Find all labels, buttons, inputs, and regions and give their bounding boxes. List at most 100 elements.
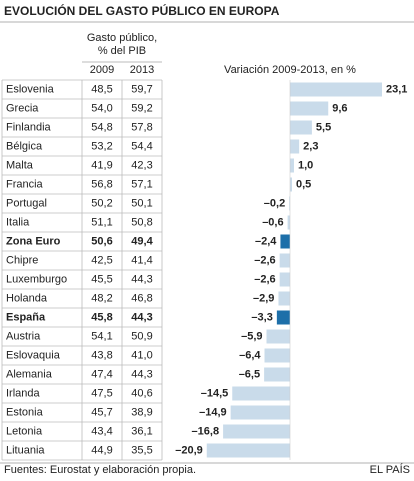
row-label: Lituania (6, 444, 45, 456)
column-header: 2009 (90, 64, 114, 76)
bar (290, 120, 312, 135)
row-label: Irlanda (6, 387, 41, 399)
bar (223, 424, 290, 439)
cell: 50,6 (91, 235, 112, 247)
bar (278, 291, 290, 306)
cell: 48,5 (91, 83, 112, 95)
cell: 59,2 (131, 102, 152, 114)
cell: 50,2 (91, 197, 112, 209)
cell: 54,0 (91, 102, 112, 114)
row-label: Finlandia (6, 121, 52, 133)
bar (290, 139, 300, 154)
cell: 45,8 (91, 311, 112, 323)
cell: 43,4 (91, 425, 112, 437)
row-label: Eslovaquia (6, 349, 61, 361)
value-label: –6,5 (239, 368, 260, 380)
cell: 41,9 (91, 159, 112, 171)
row-label: Portugal (6, 197, 47, 209)
value-label: 5,5 (316, 121, 331, 133)
row-label: Francia (6, 178, 44, 190)
bar (279, 253, 290, 268)
value-label: 23,1 (386, 83, 407, 95)
bar (266, 329, 290, 344)
bar (289, 196, 290, 211)
cell: 54,1 (91, 330, 112, 342)
value-label: –3,3 (251, 311, 272, 323)
cell: 47,5 (91, 387, 112, 399)
cell: 50,1 (131, 197, 152, 209)
cell: 44,3 (131, 368, 152, 380)
row-label: España (6, 311, 46, 323)
bar (264, 367, 290, 382)
bar (290, 177, 292, 192)
cell: 44,3 (131, 273, 152, 285)
value-label: –16,8 (192, 425, 220, 437)
cell: 50,8 (131, 216, 152, 228)
value-label: –2,6 (254, 273, 275, 285)
value-label: –14,5 (201, 387, 229, 399)
cell: 54,4 (131, 140, 152, 152)
cell: 36,1 (131, 425, 152, 437)
cell: 48,2 (91, 292, 112, 304)
row-label: Bélgica (6, 140, 43, 152)
cell: 47,4 (91, 368, 112, 380)
source: Fuentes: Eurostat y elaboración propia. (4, 464, 196, 476)
cell: 35,5 (131, 444, 152, 456)
cell: 50,9 (131, 330, 152, 342)
value-label: –6,4 (239, 349, 261, 361)
value-label: 0,5 (296, 178, 311, 190)
cell: 56,8 (91, 178, 112, 190)
bar (279, 272, 290, 287)
bar (287, 215, 290, 230)
value-label: 2,3 (303, 140, 318, 152)
column-header: 2013 (130, 64, 154, 76)
value-label: –14,9 (199, 406, 227, 418)
bar (276, 310, 290, 325)
value-label: 9,6 (332, 102, 347, 114)
row-label: Alemania (6, 368, 53, 380)
value-label: –2,6 (254, 254, 275, 266)
bar (230, 405, 290, 420)
cell: 51,1 (91, 216, 112, 228)
table-header: Gasto público,% del PIB (87, 32, 157, 57)
cell: 44,3 (131, 311, 152, 323)
cell: 44,9 (91, 444, 112, 456)
cell: 46,8 (131, 292, 152, 304)
row-label: Grecia (6, 102, 39, 114)
value-label: 1,0 (298, 159, 313, 171)
cell: 45,7 (91, 406, 112, 418)
bar (290, 158, 294, 173)
row-label: Holanda (6, 292, 48, 304)
cell: 49,4 (131, 235, 153, 247)
bar (280, 234, 290, 249)
value-label: –20,9 (175, 444, 203, 456)
cell: 57,8 (131, 121, 152, 133)
row-label: Letonia (6, 425, 43, 437)
credit: EL PAÍS (370, 463, 410, 476)
cell: 41,0 (131, 349, 152, 361)
value-label: –5,9 (241, 330, 262, 342)
row-label: Zona Euro (6, 235, 61, 247)
bar (290, 101, 329, 116)
cell: 59,7 (131, 83, 152, 95)
cell: 42,5 (91, 254, 112, 266)
cell: 43,8 (91, 349, 112, 361)
value-label: –2,4 (255, 235, 277, 247)
row-label: Austria (6, 330, 41, 342)
cell: 54,8 (91, 121, 112, 133)
bar (206, 443, 290, 458)
chart-title: EVOLUCIÓN DEL GASTO PÚBLICO EN EUROPA (4, 3, 280, 18)
bar (232, 386, 290, 401)
cell: 38,9 (131, 406, 152, 418)
cell: 40,6 (131, 387, 152, 399)
row-label: Malta (6, 159, 34, 171)
cell: 45,5 (91, 273, 112, 285)
cell: 42,3 (131, 159, 152, 171)
row-label: Chipre (6, 254, 38, 266)
value-label: –0,6 (262, 216, 283, 228)
row-label: Luxemburgo (6, 273, 67, 285)
bar (264, 348, 290, 363)
row-label: Eslovenia (6, 83, 55, 95)
row-label: Italia (6, 216, 30, 228)
